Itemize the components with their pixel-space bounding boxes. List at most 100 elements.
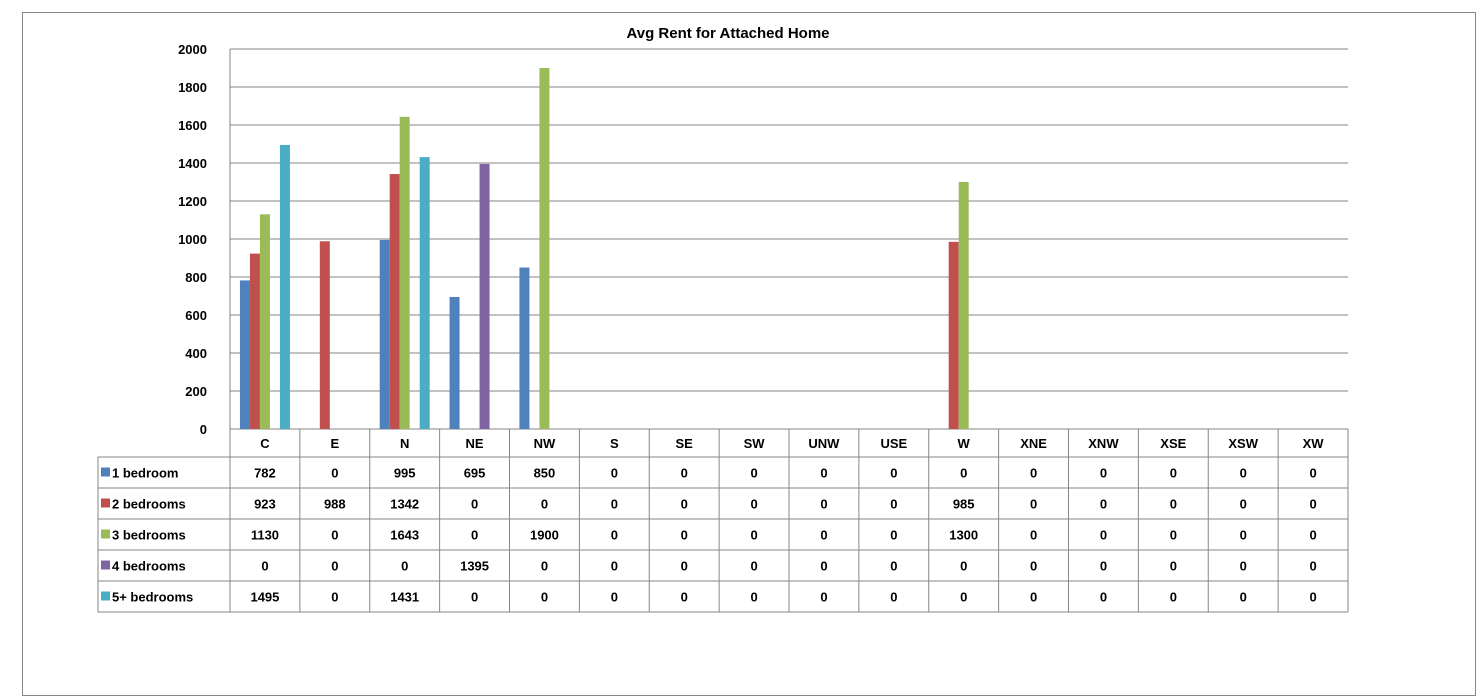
data-label: 0 — [820, 590, 827, 605]
x-tick-label: W — [958, 436, 971, 451]
data-label: 0 — [1309, 559, 1316, 574]
y-tick-label: 1600 — [178, 118, 207, 133]
y-tick-label: 1000 — [178, 232, 207, 247]
data-label: 0 — [750, 590, 757, 605]
data-label: 0 — [681, 466, 688, 481]
bar — [399, 116, 410, 429]
bar — [239, 280, 250, 429]
data-label: 0 — [681, 590, 688, 605]
legend-label: 4 bedrooms — [112, 559, 186, 574]
x-tick-label: N — [400, 436, 409, 451]
data-label: 0 — [890, 497, 897, 512]
data-label: 0 — [1240, 590, 1247, 605]
x-tick-label: S — [610, 436, 619, 451]
data-label: 0 — [750, 528, 757, 543]
data-label: 0 — [331, 466, 338, 481]
data-label: 0 — [1240, 466, 1247, 481]
data-label: 1643 — [390, 528, 419, 543]
data-label: 0 — [820, 528, 827, 543]
data-label: 0 — [681, 497, 688, 512]
bar — [519, 267, 530, 429]
data-label: 0 — [401, 559, 408, 574]
data-label: 695 — [464, 466, 486, 481]
bar — [958, 182, 969, 429]
data-label: 0 — [681, 559, 688, 574]
data-label: 0 — [960, 559, 967, 574]
x-tick-label: SE — [676, 436, 694, 451]
y-tick-label: 2000 — [178, 42, 207, 57]
y-tick-label: 1800 — [178, 80, 207, 95]
data-label: 0 — [820, 466, 827, 481]
data-label: 0 — [261, 559, 268, 574]
data-label: 850 — [534, 466, 556, 481]
data-label: 1342 — [390, 497, 419, 512]
data-label: 0 — [750, 559, 757, 574]
data-label: 0 — [471, 497, 478, 512]
data-label: 0 — [541, 590, 548, 605]
bar — [539, 68, 550, 429]
data-label: 1300 — [949, 528, 978, 543]
legend-swatch — [101, 498, 110, 508]
data-label: 995 — [394, 466, 416, 481]
chart-title: Avg Rent for Attached Home — [626, 25, 829, 42]
data-label: 0 — [1100, 466, 1107, 481]
data-label: 0 — [960, 466, 967, 481]
x-tick-label: NW — [534, 436, 556, 451]
bar — [449, 296, 460, 429]
data-label: 0 — [1240, 528, 1247, 543]
data-label: 0 — [1030, 497, 1037, 512]
data-label: 0 — [541, 497, 548, 512]
legend-label: 2 bedrooms — [112, 497, 186, 512]
bar — [319, 241, 330, 429]
x-tick-label: SW — [744, 436, 766, 451]
data-label: 0 — [960, 590, 967, 605]
data-label: 0 — [611, 559, 618, 574]
data-label: 0 — [1100, 497, 1107, 512]
data-label: 0 — [541, 559, 548, 574]
x-tick-label: XW — [1303, 436, 1325, 451]
y-tick-label: 800 — [185, 270, 207, 285]
data-label: 1495 — [250, 590, 279, 605]
data-label: 0 — [611, 497, 618, 512]
bar — [259, 214, 270, 429]
data-label: 0 — [1170, 466, 1177, 481]
y-axis-ticks: 0 200 400 600 800 1000 1200 1400 1600 1800 2000 — [178, 42, 207, 437]
bar — [279, 144, 290, 429]
data-label: 0 — [611, 528, 618, 543]
data-label: 0 — [1309, 466, 1316, 481]
x-tick-label: UNW — [808, 436, 840, 451]
legend-label: 3 bedrooms — [112, 528, 186, 543]
data-label: 0 — [331, 590, 338, 605]
bar — [948, 241, 959, 429]
x-tick-label: C — [260, 436, 270, 451]
x-tick-label: NE — [466, 436, 484, 451]
chart-frame: Avg Rent for Attached Home 0 200 400 600 800… — [22, 12, 1476, 696]
data-label: 0 — [1170, 559, 1177, 574]
legend-swatch — [101, 467, 110, 477]
data-label: 0 — [1100, 590, 1107, 605]
data-label: 0 — [331, 559, 338, 574]
data-label: 0 — [1030, 528, 1037, 543]
data-label: 1431 — [390, 590, 419, 605]
data-label: 0 — [1100, 559, 1107, 574]
bar — [249, 253, 260, 429]
data-label: 1130 — [251, 528, 279, 543]
y-tick-label: 400 — [185, 346, 207, 361]
x-tick-label: XNW — [1088, 436, 1119, 451]
x-tick-label: USE — [880, 436, 907, 451]
data-label: 0 — [890, 559, 897, 574]
data-label: 0 — [890, 528, 897, 543]
data-label: 923 — [254, 497, 276, 512]
data-label: 0 — [681, 528, 688, 543]
data-label: 1395 — [460, 559, 489, 574]
data-label: 0 — [1100, 528, 1107, 543]
data-label: 0 — [611, 590, 618, 605]
legend-label: 5+ bedrooms — [112, 590, 193, 605]
gridlines — [229, 48, 1348, 430]
data-label: 0 — [750, 497, 757, 512]
data-label: 0 — [1240, 559, 1247, 574]
data-label: 0 — [471, 528, 478, 543]
data-label: 782 — [254, 466, 276, 481]
data-label: 985 — [953, 497, 975, 512]
data-label: 0 — [820, 497, 827, 512]
